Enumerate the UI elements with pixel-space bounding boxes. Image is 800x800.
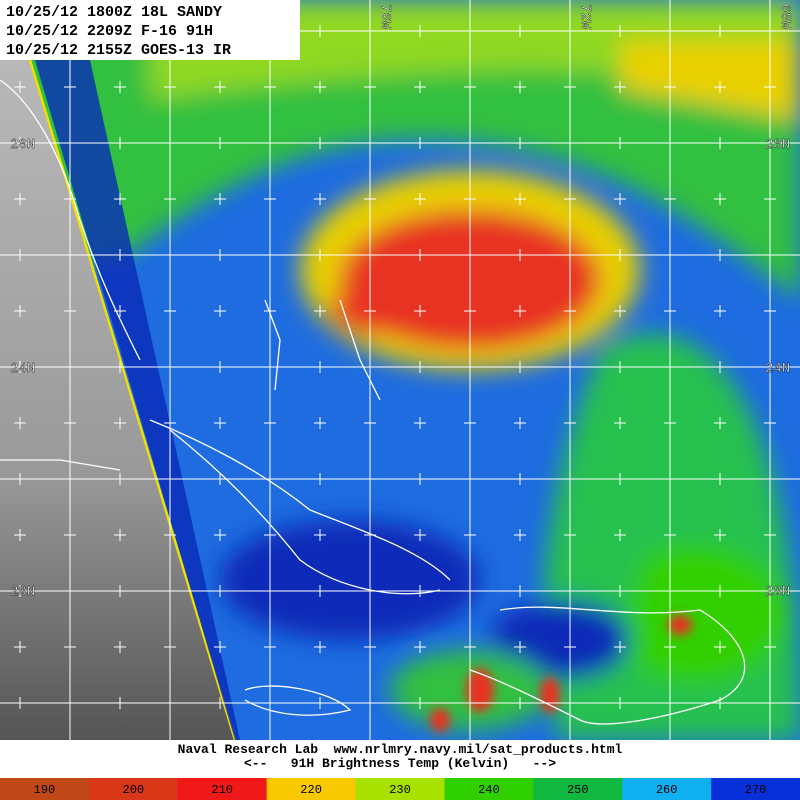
header-line: 10/25/12 2209Z F-16 91H [6, 23, 213, 40]
header-line: 10/25/12 2155Z GOES-13 IR [6, 42, 231, 59]
colorbar-segment [711, 778, 800, 800]
colorbar-segment [622, 778, 712, 800]
colorbar-segment [533, 778, 623, 800]
header-line: 10/25/12 1800Z 18L SANDY [6, 4, 222, 21]
colorbar-segment [266, 778, 357, 800]
colorbar-tick-label: 240 [478, 783, 500, 797]
colorbar-tick-label: 270 [745, 783, 767, 797]
graticule [0, 0, 800, 740]
latitude-label: 24N [10, 361, 35, 377]
colorbar-tick-label: 220 [300, 783, 322, 797]
latitude-label: 20N [10, 584, 35, 600]
longitude-label: 68W [777, 4, 793, 30]
latitude-label: 20N [765, 584, 790, 600]
imagery [0, 0, 800, 740]
colorbar-tick-label: 210 [211, 783, 233, 797]
latitude-label: 24N [765, 361, 790, 377]
colorbar-segment [444, 778, 534, 800]
colorbar: 190 200 210 220 230 240 250 260 270 [0, 778, 800, 800]
footer-credit: Naval Research Lab www.nrlmry.navy.mil/s… [178, 742, 623, 757]
colorbar-segment [177, 778, 268, 800]
colorbar-segment [88, 778, 179, 800]
colorbar-tick-label: 260 [656, 783, 678, 797]
latitude-label: 28N [10, 137, 35, 153]
colorbar-tick-label: 230 [389, 783, 411, 797]
colorbar-tick-label: 190 [34, 783, 56, 797]
colorbar-tick-label: 200 [123, 783, 145, 797]
longitude-label: 72W [577, 4, 593, 30]
longitude-label: 76W [377, 4, 393, 30]
colorbar-segment [0, 778, 90, 800]
colorbar-tick-label: 250 [567, 783, 589, 797]
latitude-label: 28N [765, 137, 790, 153]
header-box [0, 0, 300, 60]
scale-title: <-- 91H Brightness Temp (Kelvin) --> [244, 756, 556, 771]
colorbar-segment [355, 778, 445, 800]
